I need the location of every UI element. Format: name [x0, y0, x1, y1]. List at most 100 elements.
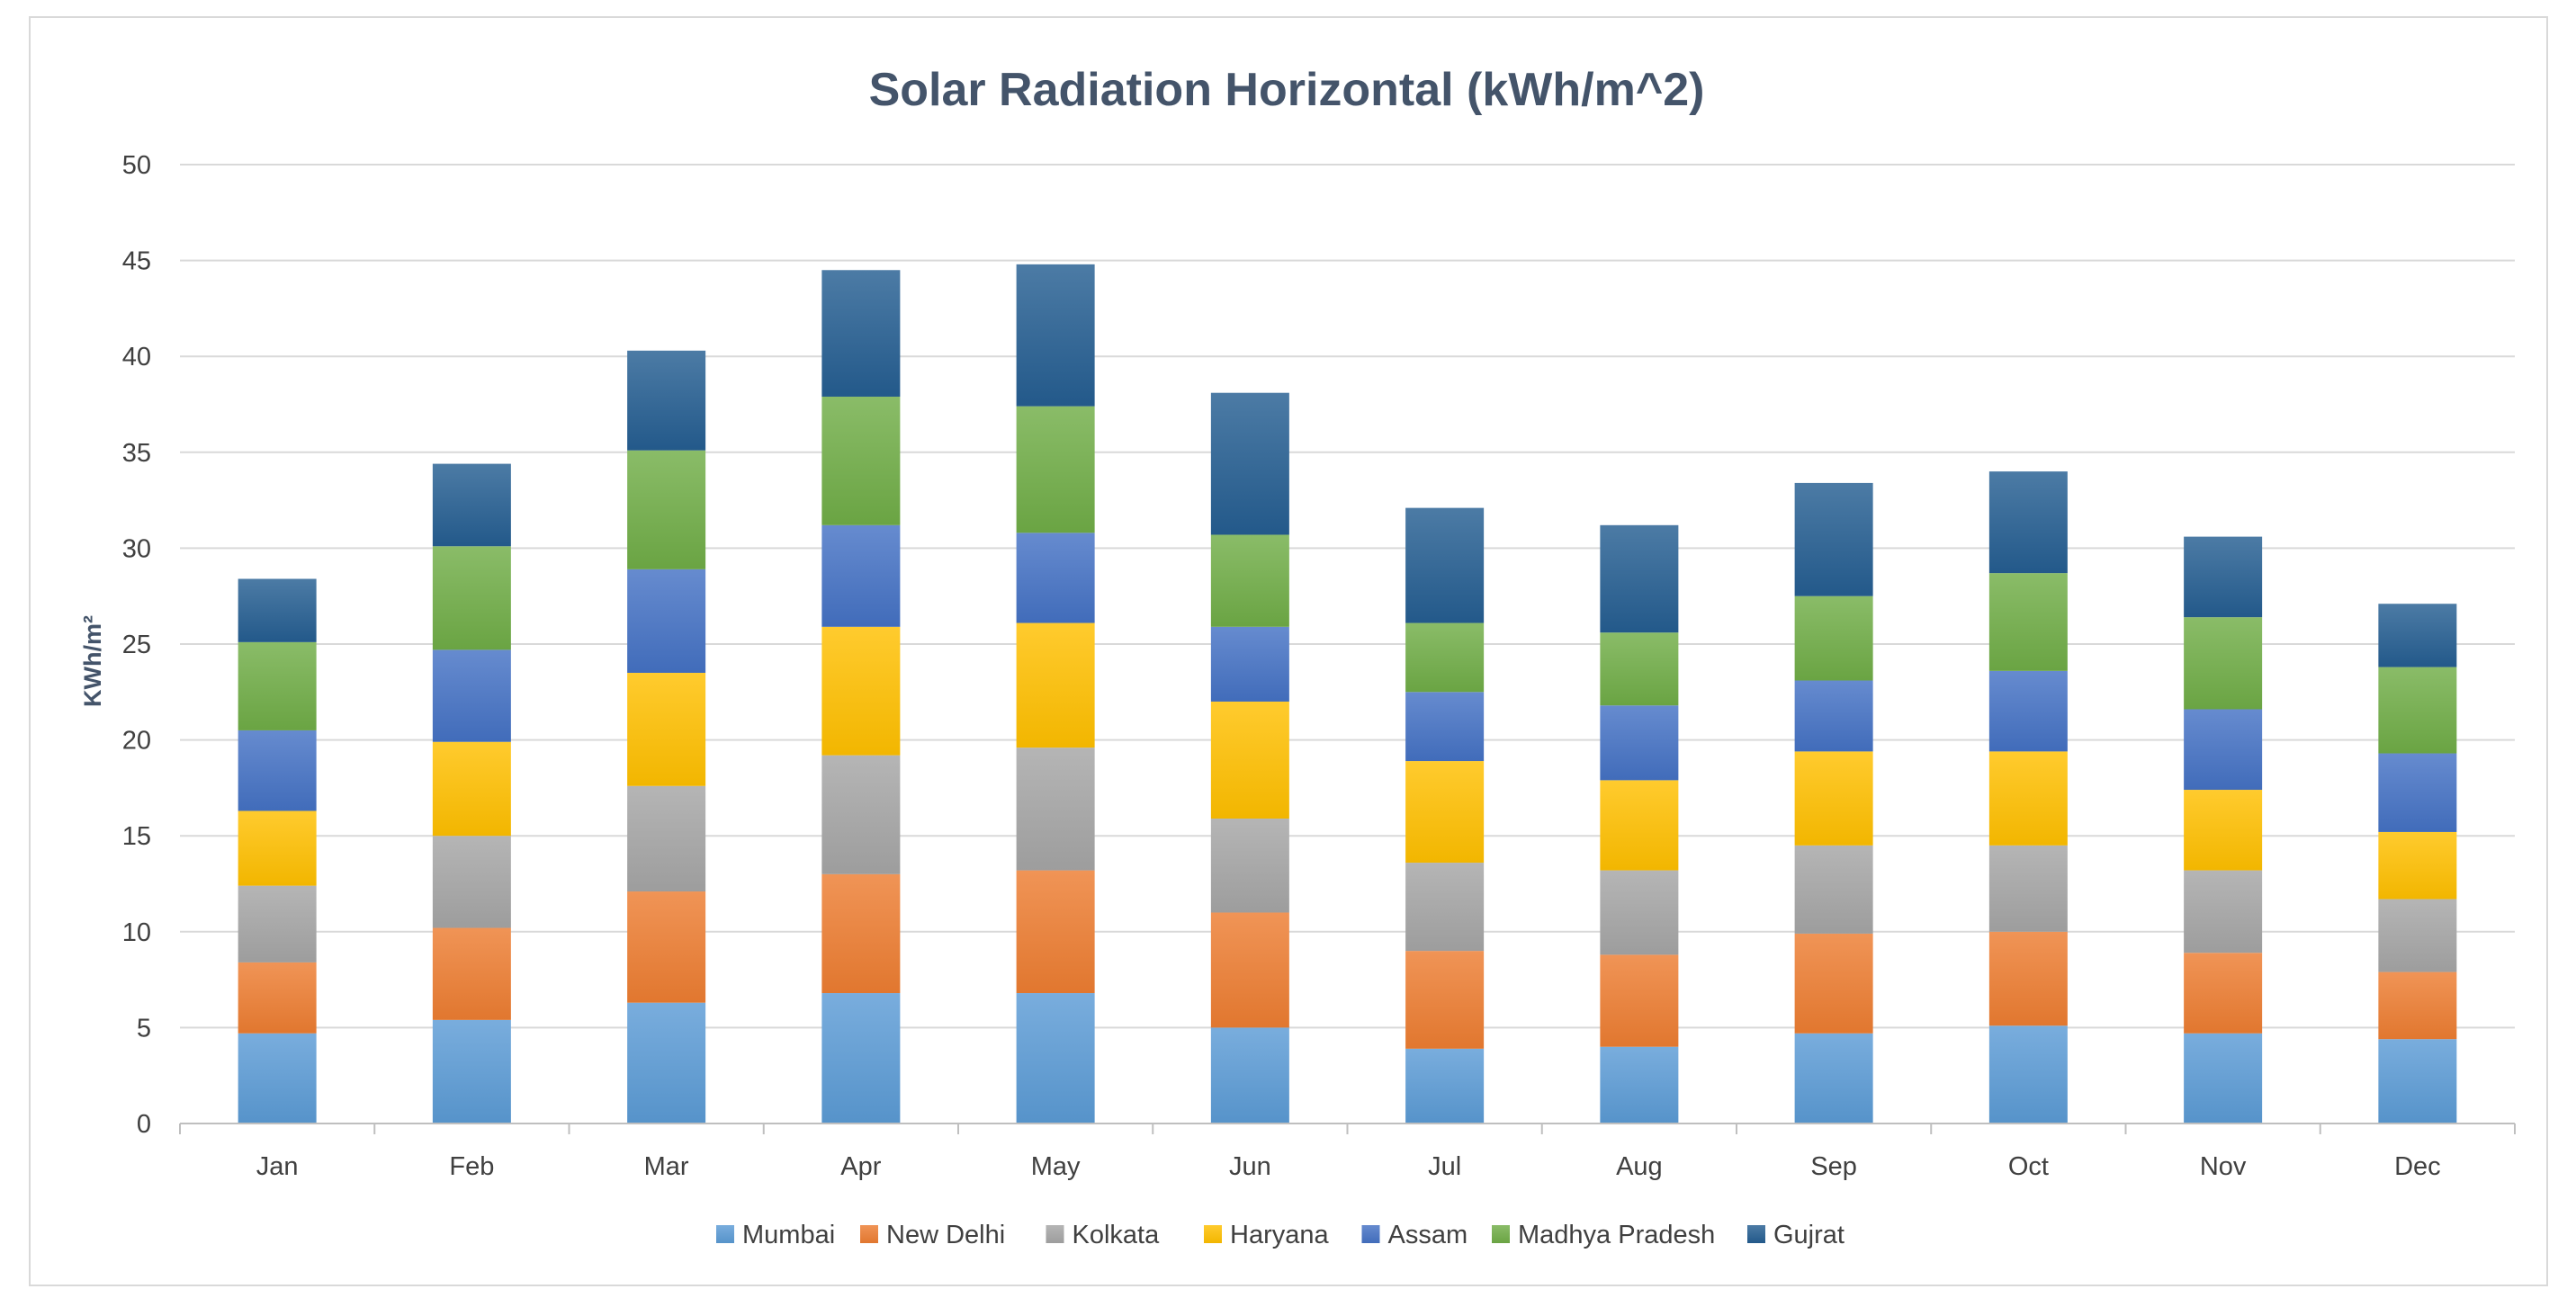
bar-kolkata-may: [1016, 747, 1095, 871]
bar-kolkata-dec: [2378, 899, 2457, 972]
bar-kolkata-jan: [238, 885, 317, 962]
bar-haryana-mar: [627, 672, 706, 786]
y-tick-label: 45: [122, 247, 151, 276]
legend-label-new-delhi: New Delhi: [886, 1221, 1005, 1249]
x-tick-label-mar: Mar: [644, 1152, 689, 1181]
bar-stack-apr: [821, 270, 901, 1123]
bar-kolkata-feb: [432, 836, 511, 928]
bar-new-delhi-feb: [432, 927, 511, 1020]
bar-assam-dec: [2378, 753, 2457, 832]
bar-kolkata-jun: [1210, 819, 1289, 913]
bar-kolkata-jul: [1405, 863, 1485, 952]
y-tick-label: 35: [122, 439, 151, 468]
bar-madhya-pradesh-jul: [1405, 622, 1485, 693]
bar-gujrat-aug: [1600, 524, 1679, 633]
bar-mumbai-jul: [1405, 1048, 1485, 1123]
bar-mumbai-mar: [627, 1002, 706, 1123]
bar-madhya-pradesh-oct: [1988, 573, 2068, 671]
bar-new-delhi-may: [1016, 870, 1095, 994]
legend-item-mumbai: Mumbai: [716, 1221, 835, 1249]
y-tick-label: 40: [122, 343, 151, 372]
bar-haryana-nov: [2184, 790, 2263, 871]
bar-haryana-jan: [238, 810, 317, 886]
bar-madhya-pradesh-aug: [1600, 632, 1679, 706]
x-tick-label-nov: Nov: [2200, 1152, 2247, 1181]
legend-swatch-gujrat: [1747, 1225, 1765, 1243]
chart-title: Solar Radiation Horizontal (kWh/m^2): [869, 64, 1705, 116]
bar-gujrat-jun: [1210, 392, 1289, 535]
bar-assam-aug: [1600, 705, 1679, 781]
legend-item-assam: Assam: [1361, 1221, 1468, 1249]
bar-stack-nov: [2184, 536, 2263, 1123]
bar-stack-jan: [238, 578, 317, 1123]
y-tick-label: 25: [122, 631, 151, 659]
x-tick-label-jul: Jul: [1428, 1152, 1461, 1181]
bar-assam-sep: [1794, 680, 1873, 752]
bar-haryana-feb: [432, 741, 511, 837]
bar-kolkata-apr: [821, 755, 901, 874]
bar-assam-feb: [432, 649, 511, 742]
legend-swatch-mumbai: [716, 1225, 734, 1243]
bar-stack-dec: [2378, 604, 2457, 1123]
bar-stack-oct: [1988, 471, 2068, 1123]
legend-swatch-new-delhi: [860, 1225, 878, 1243]
bar-new-delhi-jun: [1210, 912, 1289, 1028]
legend-label-assam: Assam: [1388, 1221, 1468, 1249]
bar-new-delhi-mar: [627, 891, 706, 1003]
bar-mumbai-aug: [1600, 1046, 1679, 1123]
legend-item-kolkata: Kolkata: [1046, 1221, 1160, 1249]
bar-gujrat-jan: [238, 578, 317, 642]
bar-mumbai-oct: [1988, 1025, 2068, 1123]
bar-madhya-pradesh-apr: [821, 396, 901, 525]
x-axis: [179, 1123, 2516, 1134]
x-tick-label-oct: Oct: [2008, 1152, 2049, 1181]
legend-swatch-kolkata: [1046, 1225, 1064, 1243]
y-tick-label: 0: [137, 1110, 151, 1139]
bar-gujrat-sep: [1794, 482, 1873, 596]
bar-madhya-pradesh-jun: [1210, 534, 1289, 627]
bar-kolkata-mar: [627, 785, 706, 892]
bar-new-delhi-apr: [821, 873, 901, 994]
bar-assam-jun: [1210, 626, 1289, 702]
bar-gujrat-oct: [1988, 471, 2068, 574]
bar-kolkata-oct: [1988, 845, 2068, 932]
bar-new-delhi-oct: [1988, 931, 2068, 1026]
bar-new-delhi-jul: [1405, 951, 1485, 1049]
bar-new-delhi-sep: [1794, 933, 1873, 1034]
bar-mumbai-may: [1016, 993, 1095, 1123]
bar-kolkata-nov: [2184, 870, 2263, 953]
bar-haryana-aug: [1600, 780, 1679, 871]
bar-gujrat-jul: [1405, 507, 1485, 623]
bar-stack-sep: [1794, 482, 1873, 1123]
legend: Mumbai New Delhi Kolkata Haryana Assam Madhya…: [716, 1221, 1844, 1249]
bar-gujrat-dec: [2378, 604, 2457, 667]
legend-label-mumbai: Mumbai: [742, 1221, 835, 1249]
y-tick-label: 10: [122, 918, 151, 947]
bar-haryana-may: [1016, 622, 1095, 748]
x-tick-label-aug: Aug: [1616, 1152, 1663, 1181]
bar-stack-jul: [1405, 507, 1485, 1123]
bar-madhya-pradesh-mar: [627, 450, 706, 569]
legend-item-new-delhi: New Delhi: [860, 1221, 1005, 1249]
bar-stack-feb: [432, 463, 511, 1123]
legend-swatch-assam: [1361, 1225, 1380, 1243]
bar-madhya-pradesh-sep: [1794, 595, 1873, 681]
bar-assam-jul: [1405, 692, 1485, 762]
bar-madhya-pradesh-may: [1016, 406, 1095, 533]
bar-haryana-sep: [1794, 751, 1873, 846]
bar-mumbai-apr: [821, 993, 901, 1123]
y-axis-ticks: 0 5 10 15 20 25 30 35 40 45 50: [122, 151, 151, 1139]
bar-madhya-pradesh-dec: [2378, 667, 2457, 754]
bar-assam-jan: [238, 730, 317, 811]
bar-haryana-jun: [1210, 701, 1289, 819]
bar-mumbai-dec: [2378, 1039, 2457, 1123]
bar-stack-mar: [627, 350, 706, 1123]
bar-gujrat-nov: [2184, 536, 2263, 618]
y-tick-label: 50: [122, 151, 151, 180]
bar-mumbai-jun: [1210, 1027, 1289, 1123]
bar-haryana-apr: [821, 626, 901, 756]
legend-item-madhya-pradesh: Madhya Pradesh: [1492, 1221, 1715, 1249]
x-tick-label-feb: Feb: [449, 1152, 494, 1181]
bar-assam-nov: [2184, 709, 2263, 791]
